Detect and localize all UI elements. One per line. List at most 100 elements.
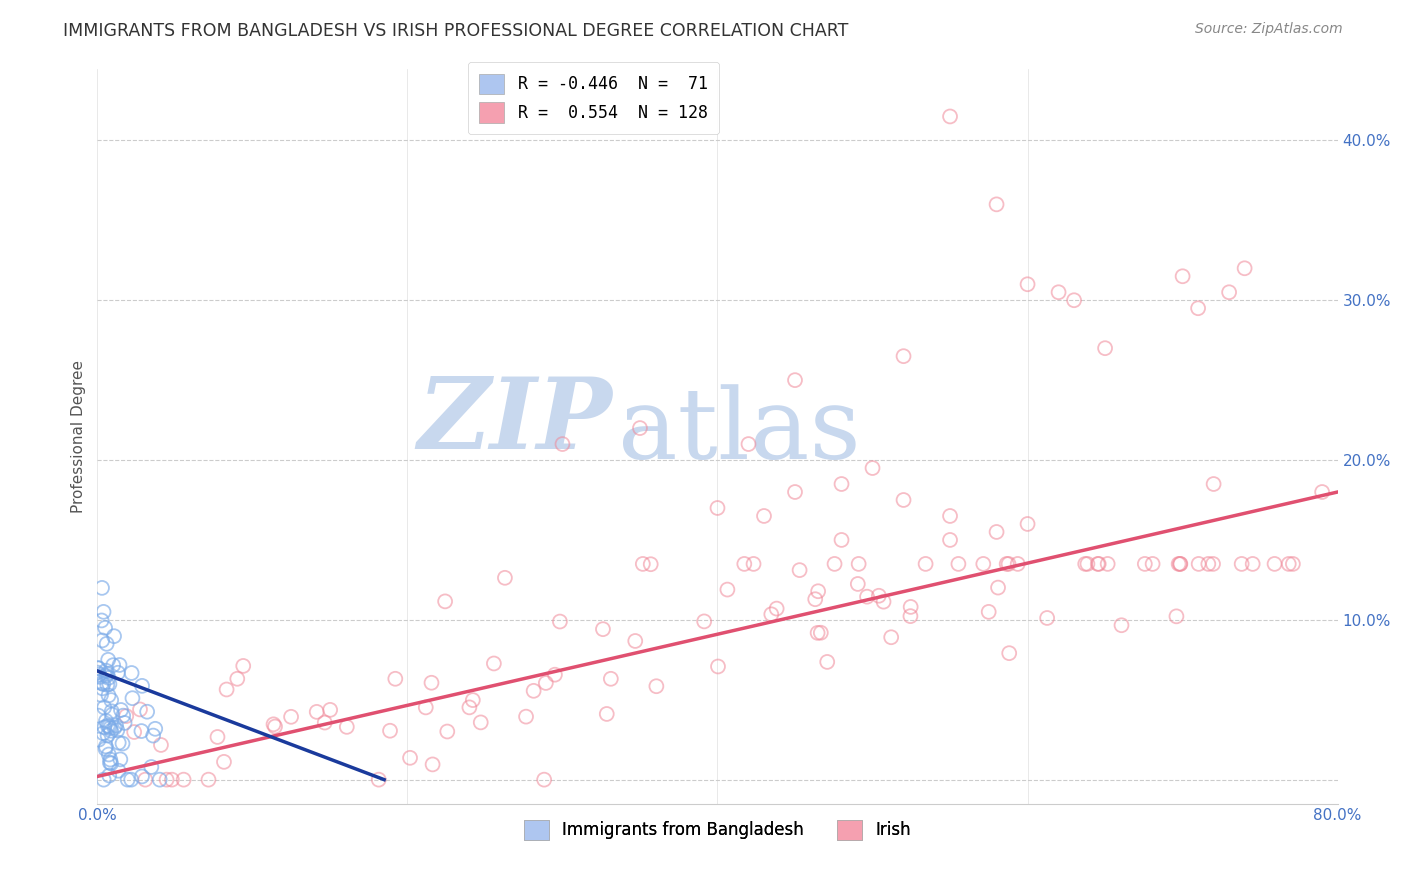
Point — [1087, 557, 1109, 571]
Point — [1017, 277, 1039, 292]
Point — [98, 768, 121, 782]
Point — [141, 760, 163, 774]
Point — [1142, 557, 1164, 571]
Point — [415, 700, 437, 714]
Point — [120, 772, 142, 787]
Point — [91, 726, 114, 740]
Point — [98, 753, 121, 767]
Point — [856, 590, 879, 604]
Point — [149, 772, 172, 787]
Point — [226, 672, 249, 686]
Point — [212, 755, 235, 769]
Legend: Immigrants from Bangladesh, Irish: Immigrants from Bangladesh, Irish — [517, 814, 918, 847]
Point — [336, 720, 359, 734]
Point — [96, 637, 118, 651]
Point — [87, 708, 110, 723]
Point — [97, 719, 120, 733]
Point — [107, 764, 129, 778]
Point — [810, 625, 832, 640]
Point — [160, 772, 183, 787]
Point — [544, 667, 567, 681]
Point — [100, 723, 122, 738]
Point — [807, 625, 830, 640]
Point — [1167, 557, 1189, 571]
Point — [789, 563, 811, 577]
Point — [1036, 611, 1059, 625]
Point — [458, 700, 481, 714]
Point — [399, 751, 422, 765]
Point — [631, 557, 654, 571]
Point — [96, 666, 118, 681]
Point — [1168, 557, 1191, 571]
Point — [1310, 485, 1333, 500]
Point — [1188, 557, 1211, 571]
Point — [117, 772, 139, 787]
Point — [97, 671, 120, 685]
Point — [1017, 516, 1039, 531]
Point — [108, 657, 131, 672]
Point — [831, 533, 853, 547]
Point — [693, 615, 716, 629]
Point — [93, 700, 115, 714]
Point — [948, 557, 970, 571]
Point — [101, 707, 124, 722]
Text: atlas: atlas — [619, 384, 860, 480]
Point — [107, 736, 129, 750]
Point — [101, 658, 124, 673]
Point — [900, 599, 922, 614]
Point — [737, 437, 759, 451]
Point — [939, 110, 962, 124]
Point — [914, 557, 936, 571]
Point — [742, 557, 765, 571]
Point — [893, 349, 915, 363]
Point — [420, 675, 443, 690]
Point — [96, 678, 118, 692]
Point — [105, 718, 128, 732]
Point — [173, 772, 195, 787]
Point — [264, 720, 287, 734]
Point — [131, 769, 153, 783]
Point — [868, 589, 890, 603]
Point — [706, 500, 728, 515]
Point — [824, 557, 846, 571]
Point — [215, 682, 238, 697]
Point — [305, 705, 328, 719]
Point — [848, 557, 870, 571]
Point — [319, 703, 342, 717]
Point — [1076, 557, 1098, 571]
Point — [422, 757, 444, 772]
Point — [707, 659, 730, 673]
Point — [97, 729, 120, 743]
Point — [804, 592, 827, 607]
Point — [90, 614, 112, 628]
Point — [105, 723, 128, 738]
Point — [640, 558, 662, 572]
Point — [155, 772, 177, 787]
Point — [134, 772, 156, 787]
Point — [482, 657, 505, 671]
Point — [815, 655, 838, 669]
Point — [862, 461, 884, 475]
Point — [494, 571, 516, 585]
Point — [93, 772, 115, 787]
Point — [121, 665, 143, 680]
Point — [98, 721, 121, 735]
Point — [93, 720, 115, 734]
Point — [149, 738, 172, 752]
Point — [551, 437, 574, 451]
Point — [533, 772, 555, 787]
Point — [100, 704, 122, 718]
Point — [752, 508, 775, 523]
Point — [98, 756, 121, 770]
Point — [972, 557, 994, 571]
Point — [110, 752, 132, 766]
Point — [129, 702, 152, 716]
Point — [87, 661, 110, 675]
Text: ZIP: ZIP — [418, 373, 612, 469]
Point — [131, 724, 153, 739]
Point — [977, 605, 1000, 619]
Point — [97, 653, 120, 667]
Point — [1278, 557, 1301, 571]
Point — [280, 710, 302, 724]
Point — [761, 607, 783, 622]
